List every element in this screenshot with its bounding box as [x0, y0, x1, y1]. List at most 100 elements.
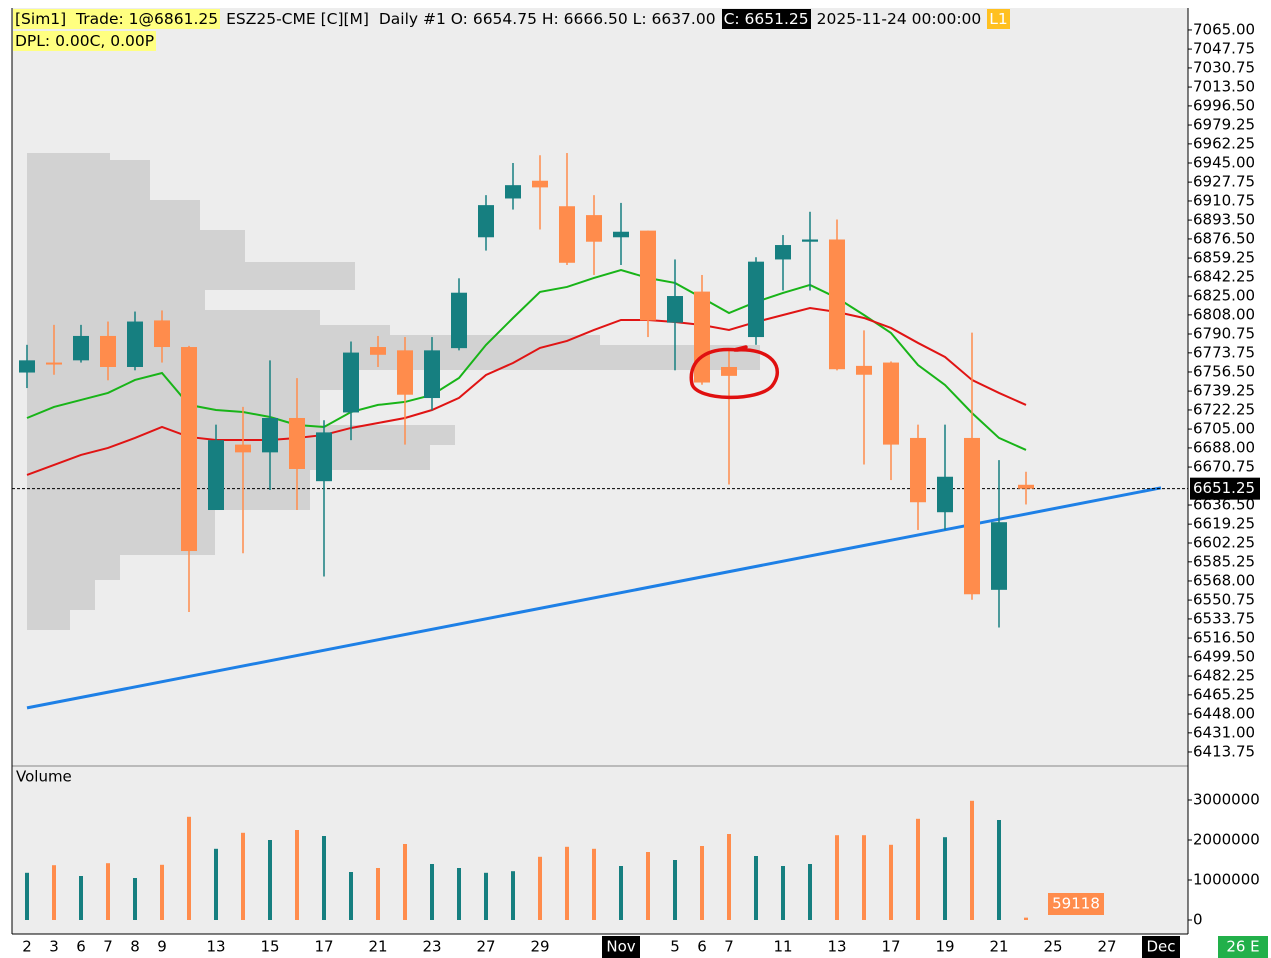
candle-body: [397, 350, 413, 395]
volume-bar: [700, 846, 704, 920]
x-tick-label: Dec: [1146, 938, 1175, 956]
candle-body: [127, 321, 143, 367]
volume-bar: [646, 852, 650, 920]
y-tick-label: 6636.50: [1193, 496, 1255, 514]
candle-body: [856, 365, 872, 375]
candle-body: [262, 417, 278, 453]
symbol-info: ESZ25-CME [C][M] Daily #1 O: 6654.75 H: …: [226, 10, 716, 28]
y-tick-label: 6602.25: [1193, 533, 1255, 551]
x-tick-label: 7: [724, 938, 734, 956]
session-label: 26 E: [1226, 938, 1259, 956]
volume-tick-label: 3000000: [1193, 791, 1260, 809]
y-tick-label: 6979.25: [1193, 116, 1255, 134]
y-tick-label: 6670.75: [1193, 458, 1255, 476]
volume-tick-label: 2000000: [1193, 831, 1260, 849]
volume-bar: [403, 844, 407, 920]
y-tick-label: 6790.75: [1193, 325, 1255, 343]
volume-bar: [943, 837, 947, 920]
y-tick-label: 6499.50: [1193, 647, 1255, 665]
y-tick-label: 6859.25: [1193, 249, 1255, 267]
x-tick-label: 17: [314, 938, 333, 956]
volume-bar: [349, 872, 353, 920]
x-tick-label: 3: [49, 938, 59, 956]
volume-bar: [511, 871, 515, 920]
y-tick-label: 6876.50: [1193, 229, 1255, 247]
y-tick-label: 6825.00: [1193, 287, 1255, 305]
x-tick-label: 21: [989, 938, 1008, 956]
candle-body: [613, 231, 629, 238]
y-tick-label: 6533.75: [1193, 609, 1255, 627]
volume-bar: [457, 868, 461, 920]
volume-bar: [781, 866, 785, 920]
volume-bar: [619, 866, 623, 920]
y-tick-label: 6722.25: [1193, 400, 1255, 418]
volume-bar: [592, 848, 596, 920]
x-tick-label: Nov: [606, 938, 635, 956]
volume-bar: [484, 872, 488, 920]
volume-last-label: 59118: [1052, 895, 1100, 913]
y-tick-label: 7047.75: [1193, 40, 1255, 58]
y-tick-label: 6413.75: [1193, 742, 1255, 760]
volume-bar: [997, 820, 1001, 920]
last-price-badge: [1190, 477, 1260, 500]
y-tick-label: 7065.00: [1193, 20, 1255, 38]
candle-body: [289, 417, 305, 469]
candle-body: [910, 437, 926, 503]
y-tick-label: 6893.50: [1193, 211, 1255, 229]
candle-body: [1018, 484, 1034, 489]
x-tick-label: 7: [103, 938, 113, 956]
candle-body: [46, 362, 62, 365]
datetime-info: 2025-11-24 00:00:00: [816, 10, 982, 28]
y-tick-label: 6482.25: [1193, 667, 1255, 685]
y-tick-label: 6585.25: [1193, 552, 1255, 570]
x-tick-label: 27: [1097, 938, 1116, 956]
x-tick-label: 23: [422, 938, 441, 956]
volume-tick-label: 1000000: [1193, 871, 1260, 889]
candle-body: [559, 206, 575, 263]
volume-bar: [295, 830, 299, 920]
x-tick-label: 17: [881, 938, 900, 956]
y-tick-label: 7013.50: [1193, 78, 1255, 96]
volume-bar: [538, 856, 542, 920]
y-tick-label: 6448.00: [1193, 705, 1255, 723]
volume-bar: [565, 846, 569, 920]
candle-body: [532, 180, 548, 188]
y-tick-label: 7030.75: [1193, 58, 1255, 76]
volume-bar: [268, 840, 272, 920]
candle-body: [154, 320, 170, 348]
volume-bar: [916, 818, 920, 920]
volume-bar: [241, 832, 245, 920]
x-tick-label: 21: [368, 938, 387, 956]
x-tick-label: 15: [260, 938, 279, 956]
y-tick-label: 6739.25: [1193, 382, 1255, 400]
y-tick-label: 6996.50: [1193, 96, 1255, 114]
candle-body: [721, 366, 737, 376]
last-price-label: 6651.25: [1193, 479, 1255, 497]
candle-body: [316, 432, 332, 482]
volume-title: Volume: [16, 768, 72, 786]
x-tick-label: 13: [206, 938, 225, 956]
candle-body: [343, 352, 359, 413]
y-tick-label: 6516.50: [1193, 629, 1255, 647]
candle-body: [667, 296, 683, 323]
volume-bar: [430, 864, 434, 920]
header-line-2: DPL: 0.00C, 0.00P: [13, 31, 157, 51]
volume-bar: [133, 878, 137, 920]
candle-body: [991, 522, 1007, 590]
y-tick-label: 6962.25: [1193, 134, 1255, 152]
y-tick-label: 6808.00: [1193, 305, 1255, 323]
volume-bar: [160, 864, 164, 920]
session-badge: [1218, 936, 1268, 958]
candle-body: [964, 437, 980, 595]
trade-info: [Sim1] Trade: 1@6861.25: [13, 9, 221, 29]
candle-body: [100, 335, 116, 367]
x-tick-label: 27: [476, 938, 495, 956]
y-tick-label: 6431.00: [1193, 723, 1255, 741]
volume-bar: [808, 864, 812, 920]
candle-body: [235, 444, 251, 453]
candle-body: [478, 205, 494, 238]
volume-bar: [106, 863, 110, 920]
volume-bar: [970, 800, 974, 920]
x-tick-label: 5: [670, 938, 680, 956]
